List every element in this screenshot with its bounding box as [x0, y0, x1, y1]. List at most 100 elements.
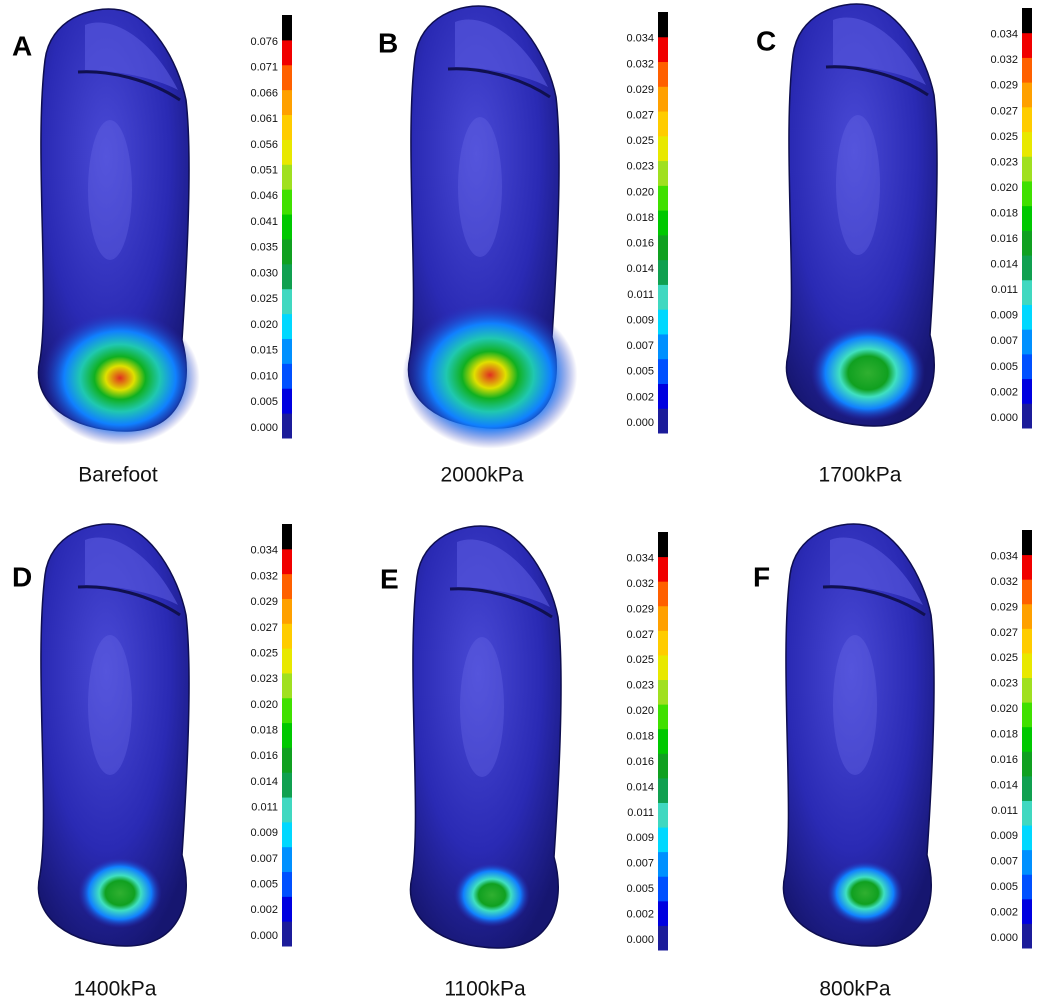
- colorbar-tick-label: 0.000: [250, 930, 278, 942]
- colorbar-segment: [658, 36, 668, 63]
- colorbar-tick-label: 0.023: [990, 156, 1018, 168]
- colorbar-tick-label: 0.027: [626, 629, 654, 641]
- colorbar-tick-label: 0.005: [250, 879, 278, 891]
- toe-crease: [822, 585, 926, 617]
- colorbar-segment: [658, 925, 668, 951]
- colorbar-segment: [282, 623, 292, 649]
- colorbar-tick-label: 0.020: [990, 182, 1018, 194]
- colorbar-segment: [1022, 603, 1032, 629]
- colorbar-segment: [282, 747, 292, 773]
- colorbar-segment: [1022, 652, 1032, 679]
- colorbar-tick-label: 0.029: [250, 596, 278, 608]
- colorbar-segment: [282, 672, 292, 699]
- colorbar-tick-label: 0.014: [626, 781, 654, 793]
- panel-label: C: [756, 25, 776, 56]
- colorbar-tick-label: 0.009: [626, 314, 654, 326]
- colorbar-tick-label: 0.018: [990, 728, 1018, 740]
- heel-halo: [827, 861, 903, 925]
- colorbar-tick-label: 0.011: [627, 807, 654, 819]
- colorbar-tick-label: 0.016: [250, 750, 278, 762]
- colorbar-segment: [658, 900, 668, 926]
- panel: 0.034 0.032 0.029 0.027 0.025 0.023 0.020 0.018…: [756, 3, 1032, 487]
- colorbar-segment: [658, 358, 668, 384]
- colorbar-tick-label: 0.011: [251, 802, 278, 814]
- colorbar-tick-label: 0.025: [990, 131, 1018, 143]
- colorbar-segment: [1022, 255, 1032, 281]
- colorbar-segment: [658, 556, 668, 582]
- colorbar-segment: [658, 704, 668, 730]
- colorbar-tick-label: 0.005: [626, 366, 654, 378]
- colorbar-segment: [282, 139, 292, 165]
- colorbar-tick-label: 0.002: [250, 904, 278, 916]
- colorbar-tick-label: 0.015: [250, 345, 278, 357]
- colorbar-tick-label: 0.034: [990, 29, 1018, 41]
- arch-highlight: [836, 115, 880, 255]
- colorbar-tick-label: 0.000: [990, 932, 1018, 944]
- colorbar-segment: [282, 313, 292, 339]
- colorbar-tick-label: 0.016: [626, 756, 654, 768]
- foot-model: [782, 523, 935, 947]
- colorbar-tick-label: 0.007: [626, 340, 654, 352]
- colorbar-tick-label: 0.071: [250, 62, 278, 74]
- colorbar-tick-label: 0.002: [626, 908, 654, 920]
- colorbar-segment: [1022, 32, 1032, 58]
- colorbar-segment: [1022, 579, 1032, 605]
- panel-label: E: [380, 563, 399, 594]
- colorbar-tick-label: 0.035: [250, 242, 278, 254]
- colorbar-segment: [282, 821, 292, 848]
- colorbar-segment: [282, 164, 292, 190]
- colorbar-segment: [1022, 751, 1032, 777]
- colorbar-segment: [658, 802, 668, 828]
- colorbar-segment: [1022, 205, 1032, 231]
- colorbar-tick-label: 0.020: [626, 705, 654, 717]
- colorbar-tick-label: 0.023: [626, 680, 654, 692]
- colorbar-tick-label: 0.076: [250, 36, 278, 48]
- colorbar-segment: [1022, 131, 1032, 157]
- colorbar-segment: [282, 238, 292, 265]
- colorbar-tick-label: 0.014: [626, 263, 654, 275]
- colorbar-tick-label: 0.005: [990, 881, 1018, 893]
- panel-label: B: [378, 27, 398, 58]
- toe-region: [833, 17, 926, 86]
- colorbar-segment: [282, 214, 292, 240]
- colorbar-segment: [1022, 849, 1032, 875]
- foot-model: [785, 3, 938, 427]
- colorbar-tick-label: 0.051: [250, 164, 278, 176]
- colorbar-tick-label: 0.020: [250, 699, 278, 711]
- colorbar-tick-label: 0.000: [626, 417, 654, 429]
- colorbar-segment: [1022, 329, 1032, 355]
- colorbar-segment: [658, 234, 668, 261]
- colorbar-segment: [1022, 180, 1032, 207]
- colorbar-segment: [1022, 8, 1032, 34]
- foot-outline: [37, 523, 190, 947]
- panel: 0.034 0.032 0.029 0.027 0.025 0.023 0.020 0.018…: [12, 523, 292, 1001]
- colorbar-segment: [658, 135, 668, 162]
- colorbar-tick-label: 0.032: [990, 54, 1018, 66]
- arch-highlight: [88, 120, 132, 260]
- colorbar-segment: [1022, 800, 1032, 826]
- colorbar-segment: [658, 383, 668, 409]
- colorbar-tick-label: 0.014: [250, 776, 278, 788]
- colorbar-segment: [282, 263, 292, 290]
- arch-highlight: [833, 635, 877, 775]
- colorbar-segment: [658, 532, 668, 558]
- arch-highlight: [460, 637, 504, 777]
- colorbar-segment: [1022, 825, 1032, 851]
- colorbar-segment: [282, 413, 292, 439]
- colorbar-segment: [1022, 279, 1032, 305]
- colorbar-segment: [658, 630, 668, 656]
- heel-halo: [402, 301, 578, 449]
- colorbar-segment: [1022, 230, 1032, 256]
- panel-label: A: [12, 30, 32, 61]
- colorbar-segment: [282, 722, 292, 748]
- colorbar-segment: [658, 605, 668, 631]
- colorbar-segment: [658, 284, 668, 310]
- panel: 0.034 0.032 0.029 0.027 0.025 0.023 0.020 0.018…: [380, 525, 668, 1001]
- foot-model: [409, 525, 562, 949]
- colorbar-tick-label: 0.011: [991, 284, 1018, 296]
- colorbar-segment: [1022, 726, 1032, 752]
- colorbar-tick-label: 0.041: [250, 216, 278, 228]
- colorbar-tick-label: 0.030: [250, 267, 278, 279]
- toe-crease: [77, 585, 181, 617]
- colorbar-segment: [1022, 353, 1032, 380]
